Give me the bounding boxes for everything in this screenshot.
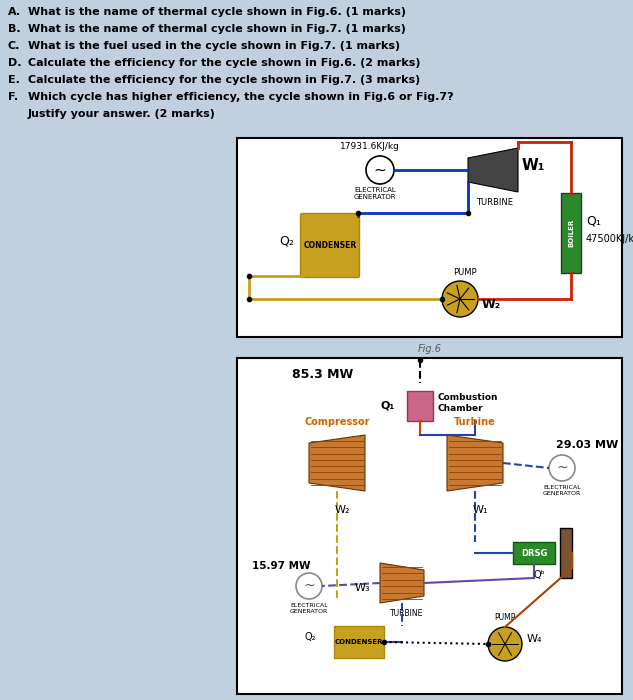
Text: W₃: W₃ — [354, 583, 370, 593]
Text: W₄: W₄ — [527, 634, 542, 644]
Text: TURBINE: TURBINE — [391, 609, 423, 618]
Circle shape — [549, 455, 575, 481]
Text: ~: ~ — [303, 579, 315, 593]
Text: Q₂: Q₂ — [304, 632, 316, 642]
Text: ~: ~ — [556, 461, 568, 475]
Text: 17931.6KJ/kg: 17931.6KJ/kg — [340, 142, 400, 151]
Bar — [237, 138, 622, 337]
Polygon shape — [447, 435, 503, 491]
Bar — [237, 358, 622, 694]
Text: ELECTRICAL
GENERATOR: ELECTRICAL GENERATOR — [354, 187, 396, 200]
Text: 15.97 MW: 15.97 MW — [252, 561, 311, 571]
FancyBboxPatch shape — [301, 214, 360, 277]
Text: ELECTRICAL
GENERATOR: ELECTRICAL GENERATOR — [543, 485, 581, 496]
Text: What is the name of thermal cycle shown in Fig.7. (1 marks): What is the name of thermal cycle shown … — [28, 24, 406, 34]
Text: PUMP: PUMP — [453, 268, 477, 277]
Text: CONDENSER: CONDENSER — [335, 639, 383, 645]
Text: D.: D. — [8, 58, 22, 68]
Text: Combustion
Chamber: Combustion Chamber — [438, 393, 499, 413]
Text: What is the fuel used in the cycle shown in Fig.7. (1 marks): What is the fuel used in the cycle shown… — [28, 41, 400, 51]
Text: ELECTRICAL
GENERATOR: ELECTRICAL GENERATOR — [290, 603, 328, 614]
Text: ~: ~ — [373, 162, 386, 178]
Text: E.: E. — [8, 75, 20, 85]
Text: W₂: W₂ — [334, 505, 350, 515]
Text: What is the name of thermal cycle shown in Fig.6. (1 marks): What is the name of thermal cycle shown … — [28, 7, 406, 17]
Text: 47500KJ/kg: 47500KJ/kg — [586, 234, 633, 244]
Text: Compressor: Compressor — [304, 417, 370, 427]
Text: B.: B. — [8, 24, 21, 34]
Text: Turbine: Turbine — [454, 417, 496, 427]
Text: Which cycle has higher efficiency, the cycle shown in Fig.6 or Fig.7?: Which cycle has higher efficiency, the c… — [28, 92, 454, 102]
Bar — [334, 626, 384, 658]
Bar — [560, 528, 572, 578]
Text: PUMP: PUMP — [494, 613, 516, 622]
Text: Qᵇ: Qᵇ — [533, 570, 545, 580]
Text: A.: A. — [8, 7, 21, 17]
Text: W₁: W₁ — [522, 158, 546, 172]
Circle shape — [488, 627, 522, 661]
Text: F.: F. — [8, 92, 18, 102]
Text: W₁: W₁ — [472, 505, 488, 515]
Bar — [561, 193, 581, 272]
Text: BOILER: BOILER — [568, 218, 574, 246]
Text: Q₁: Q₁ — [586, 214, 601, 227]
Bar — [407, 391, 433, 421]
Text: C.: C. — [8, 41, 20, 51]
Text: Justify your answer. (2 marks): Justify your answer. (2 marks) — [28, 109, 216, 119]
Text: Q₂: Q₂ — [280, 234, 294, 247]
Text: DRSG: DRSG — [521, 549, 547, 557]
Text: 85.3 MW: 85.3 MW — [292, 368, 353, 381]
Circle shape — [296, 573, 322, 599]
Text: 29.03 MW: 29.03 MW — [556, 440, 618, 450]
Text: CONDENSER: CONDENSER — [303, 241, 356, 250]
Circle shape — [442, 281, 478, 317]
Text: Calculate the efficiency for the cycle shown in Fig.6. (2 marks): Calculate the efficiency for the cycle s… — [28, 58, 420, 68]
Polygon shape — [309, 435, 365, 491]
Text: Q₁: Q₁ — [381, 401, 395, 411]
Text: Fig.6: Fig.6 — [418, 344, 441, 354]
Circle shape — [366, 156, 394, 184]
Text: W₂: W₂ — [482, 298, 501, 311]
Text: TURBINE: TURBINE — [477, 198, 513, 207]
Polygon shape — [468, 148, 518, 192]
Polygon shape — [380, 563, 424, 603]
Text: Calculate the efficiency for the cycle shown in Fig.7. (3 marks): Calculate the efficiency for the cycle s… — [28, 75, 420, 85]
Bar — [513, 542, 555, 564]
